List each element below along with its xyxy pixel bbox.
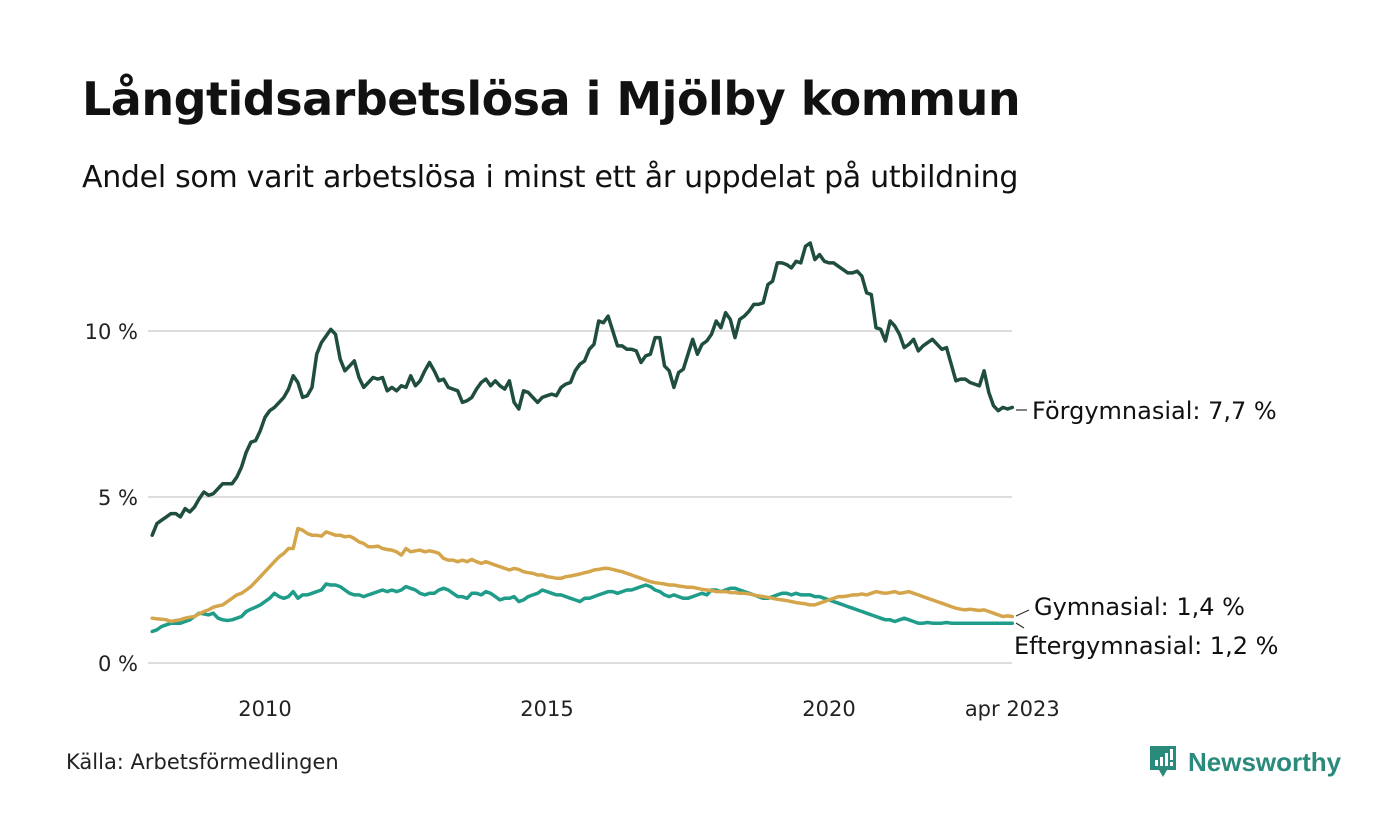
y-axis-ticks: 0 % 5 % 10 % [85,320,138,676]
source-note: Källa: Arbetsförmedlingen [66,750,339,774]
x-tick-label: apr 2023 [965,697,1060,721]
series-lines [150,241,1015,634]
x-tick-label: 2010 [238,697,291,721]
chart-subtitle: Andel som varit arbetslösa i minst ett å… [82,160,1019,195]
series-line-gymnasial [150,526,1015,624]
brand-name: Newsworthy [1188,746,1342,777]
chart-title: Långtidsarbetslösa i Mjölby kommun [82,72,1021,126]
series-line-förgymnasial [150,241,1015,537]
label-connector [1015,622,1025,629]
x-tick-label: 2015 [520,697,573,721]
x-axis-ticks: 2010 2015 2020 apr 2023 [238,697,1060,721]
end-labels: Förgymnasial: 7,7 % Gymnasial: 1,4 % Efter… [1014,397,1278,660]
y-tick-label: 10 % [85,320,138,344]
x-tick-label: 2020 [802,697,855,721]
end-label-gymnasial: Gymnasial: 1,4 % [1034,593,1245,621]
gridlines [148,330,1012,664]
end-label-eftergymnasial: Eftergymnasial: 1,2 % [1014,632,1278,660]
newsworthy-logo-icon [1150,746,1176,777]
y-tick-label: 5 % [98,486,138,510]
series-line-eftergymnasial [150,582,1015,634]
brand-logo: Newsworthy [1148,744,1341,780]
label-connector [1015,609,1030,617]
y-tick-label: 0 % [98,652,138,676]
end-label-förgymnasial: Förgymnasial: 7,7 % [1032,397,1277,425]
